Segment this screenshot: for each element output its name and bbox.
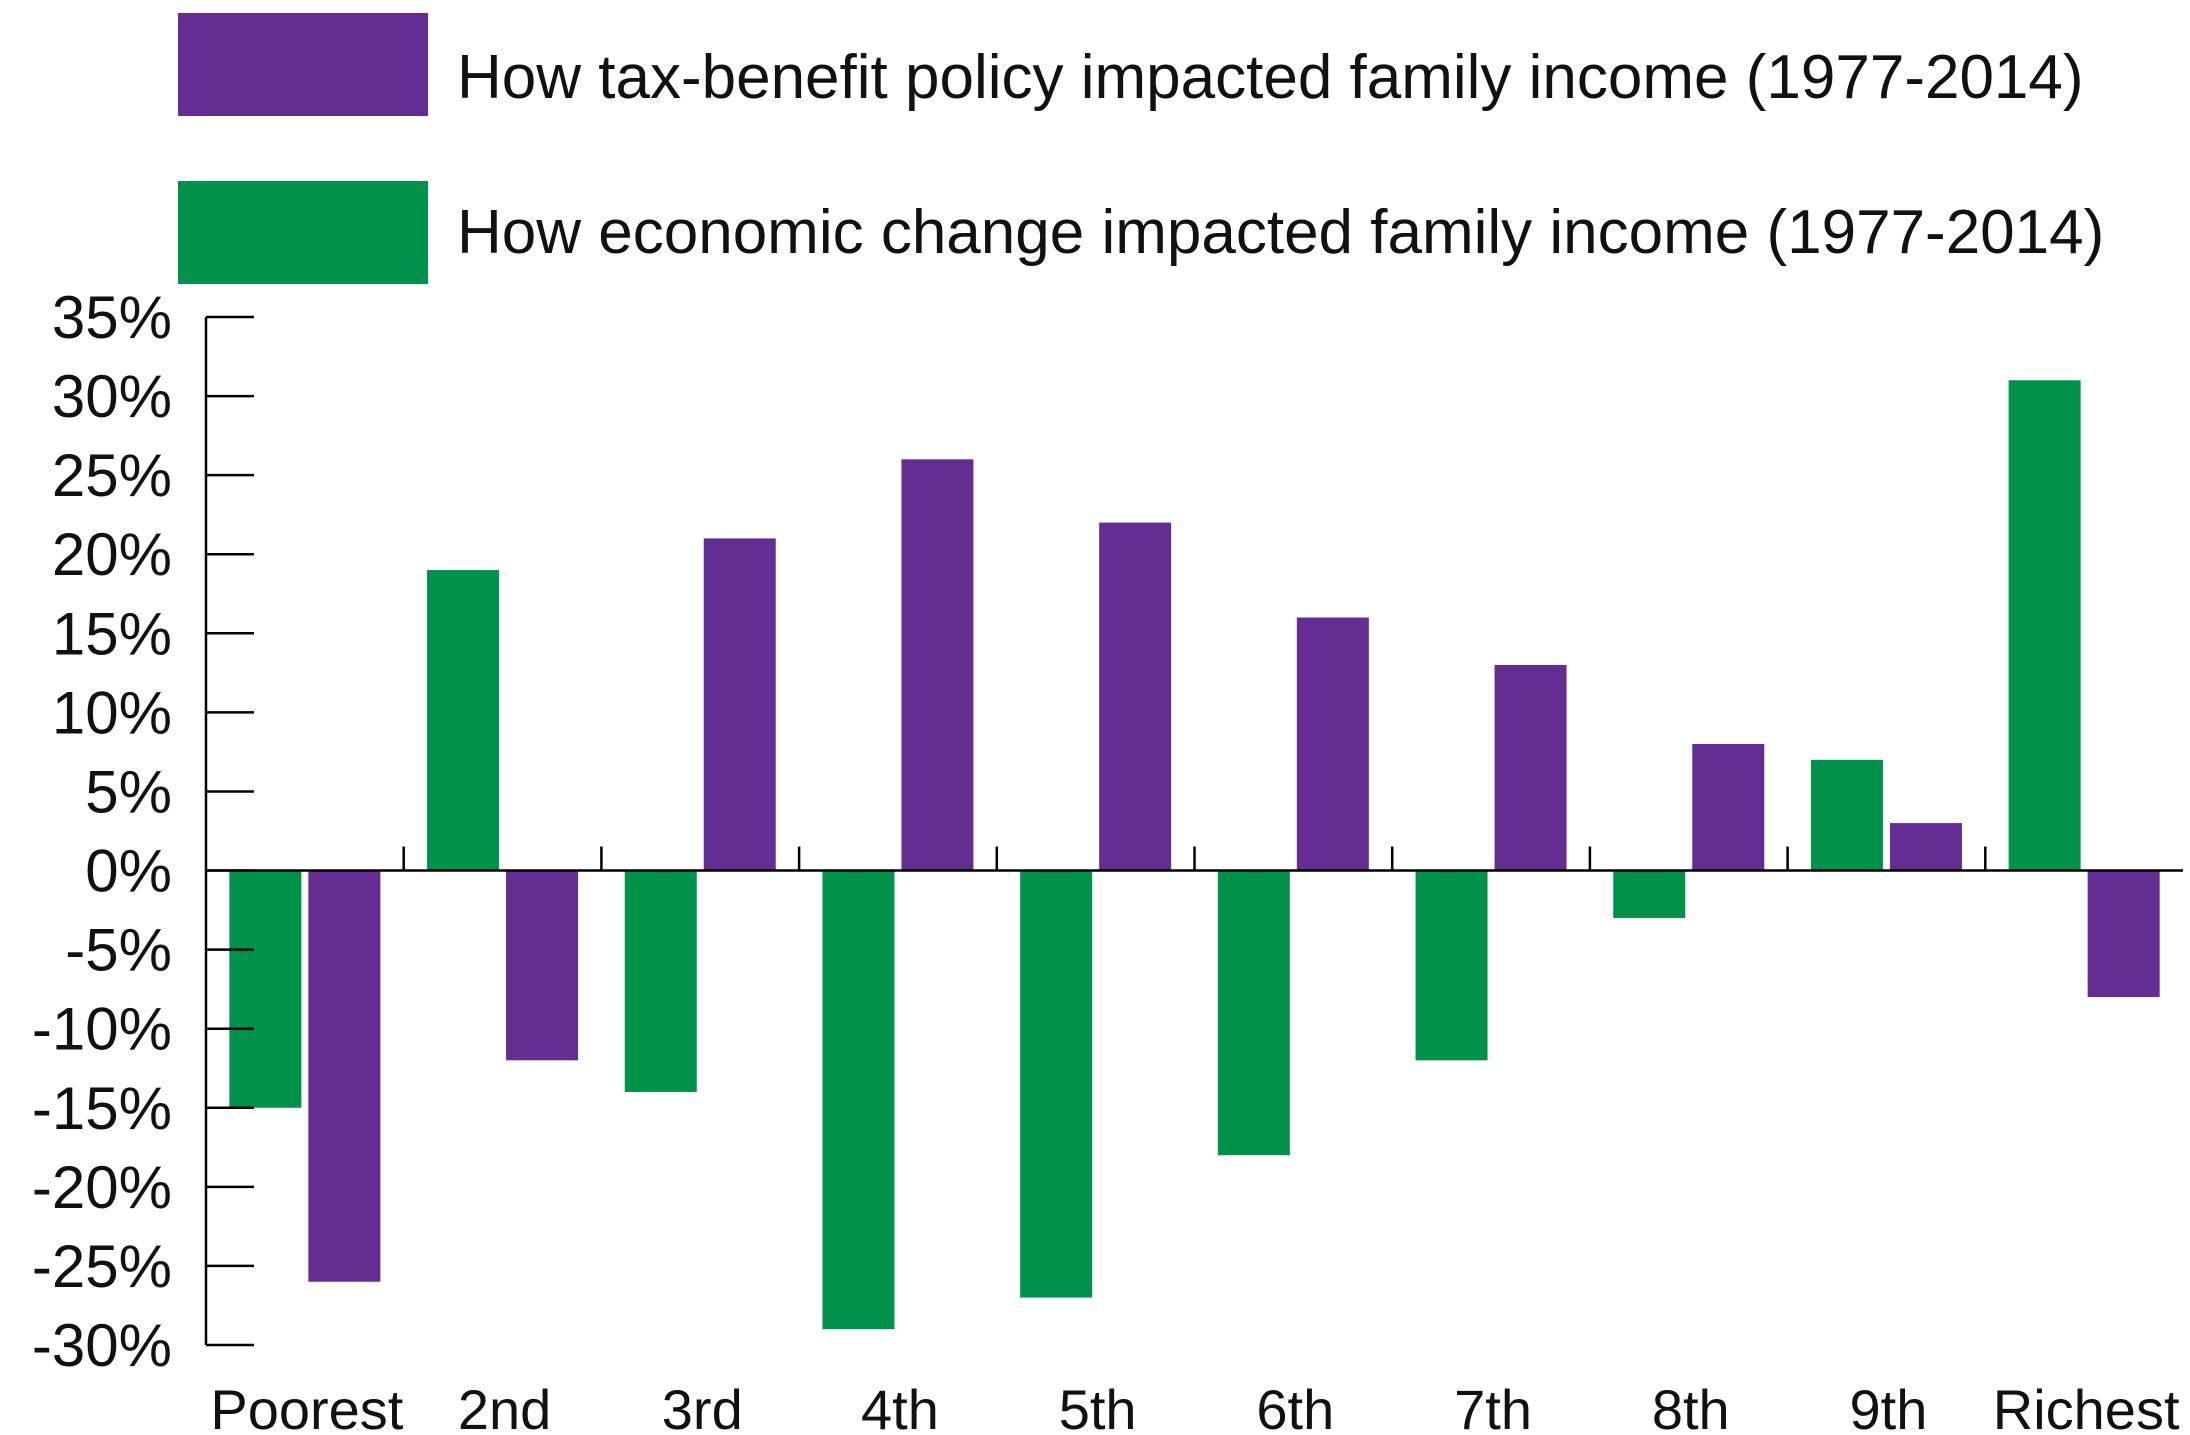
x-tick-label: Richest [1993, 1378, 2180, 1435]
y-tick-label: 15% [52, 600, 172, 667]
y-tick-label: -10% [32, 996, 172, 1063]
x-tick-label: 8th [1652, 1378, 1730, 1435]
bar [506, 870, 579, 1061]
bar [229, 870, 302, 1108]
y-tick-label: -15% [32, 1075, 172, 1142]
bar [822, 870, 895, 1330]
y-tick-label: 25% [52, 442, 172, 509]
bars [229, 380, 2160, 1330]
bar [2008, 380, 2081, 871]
y-tick-label: 20% [52, 521, 172, 588]
bar [1217, 870, 1290, 1156]
legend-label: How tax-benefit policy impacted family i… [457, 43, 2084, 112]
legend-label: How economic change impacted family inco… [457, 198, 2104, 267]
x-tick-label: 3rd [662, 1378, 743, 1435]
x-tick-label: 4th [861, 1378, 939, 1435]
axes: 35% 30% 25% 20% 15% 10% 5% 0% -5% -10% -15% -20% -25… [32, 284, 2183, 1435]
bar [1692, 744, 1765, 871]
bar [2087, 870, 2160, 998]
bar [1020, 870, 1093, 1298]
y-tick-label: -25% [32, 1233, 172, 1300]
y-tick-label: -5% [65, 917, 172, 984]
x-tick-label: 9th [1850, 1378, 1928, 1435]
bar [308, 870, 381, 1282]
bar [1613, 870, 1686, 918]
y-tick-label: 30% [52, 363, 172, 430]
x-tick-label: 5th [1059, 1378, 1137, 1435]
bar [427, 570, 500, 871]
bar [1889, 823, 1962, 871]
x-tick-label: 2nd [458, 1378, 551, 1435]
y-tick-label: -20% [32, 1154, 172, 1221]
bar [703, 538, 776, 871]
y-tick-label: 5% [85, 758, 172, 825]
bar [624, 870, 697, 1092]
bar [1494, 664, 1567, 871]
legend-swatch [178, 13, 428, 116]
y-tick-label: 35% [52, 284, 172, 351]
bar [901, 459, 974, 871]
y-tick-label: 0% [85, 838, 172, 905]
bar [1099, 522, 1172, 871]
x-tick-label: Poorest [210, 1378, 403, 1435]
bar [1810, 759, 1883, 871]
x-tick-label: 7th [1454, 1378, 1532, 1435]
legend-swatch [178, 181, 428, 284]
bar [1415, 870, 1488, 1061]
legend: How tax-benefit policy impacted family i… [178, 13, 2104, 284]
y-tick-label: 10% [52, 679, 172, 746]
bar [1296, 617, 1369, 871]
x-tick-label: 6th [1256, 1378, 1334, 1435]
y-tick-label: -30% [32, 1312, 172, 1379]
